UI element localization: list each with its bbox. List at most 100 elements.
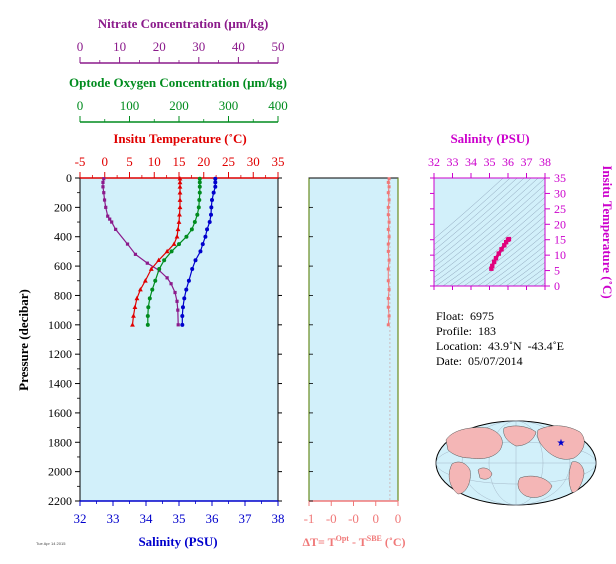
density-contour [435,196,545,286]
axis-tick-label: -5 [75,154,86,169]
data-point-salinity [213,176,218,181]
ts-xtick-label: 32 [428,155,440,169]
axis-tick-label: 200 [169,98,189,113]
axis-tick-label: 35 [272,154,285,169]
data-point-temperature [177,184,183,189]
float-info: Float: 6975 Profile: 183 Location: 43.9˚… [436,309,564,369]
data-point-oxygen [197,190,202,195]
ts-title: Salinity (PSU) [450,131,529,146]
data-point-salinity [203,234,208,239]
pressure-tick-label: 1800 [48,435,72,449]
temperature-axis: -5 0 5 10 15 20 25 30 35 [75,154,285,179]
density-contour [434,178,525,257]
density-contour [434,178,532,262]
profile-plot-area [79,177,279,502]
data-point-oxygen [153,278,158,283]
oxygen-axis: 0 100 200 300 400 [77,98,288,123]
footnote: Tue Apr 14 2015 [36,541,66,546]
ts-series [489,236,512,271]
axis-tick-label: 100 [120,98,140,113]
axis-tick-label: 37 [239,511,253,526]
data-point-nitrate [165,276,169,280]
axis-tick-label: 50 [272,39,285,54]
ts-ytick-label: 0 [554,279,560,293]
ts-xtick-label: 33 [447,155,459,169]
density-contour [477,233,545,286]
delta-t-tick-label: -0 [326,511,337,526]
data-point-nitrate [108,217,112,221]
data-point-nitrate [101,185,105,189]
delta-t-point [387,288,391,292]
pressure-tick-label: 1200 [48,347,72,361]
density-contour [512,261,545,286]
data-point-temperature [130,322,135,327]
temperature-axis-label: Insitu Temperature (˚C) [113,131,246,146]
delta-t-point [386,213,390,217]
axis-tick-label: 33 [107,511,120,526]
delta-t-label-sup1: Opt [336,534,350,543]
axis-tick-label: 32 [74,511,87,526]
delta-t-point [386,191,390,195]
delta-t-series [386,177,391,327]
data-point-salinity [200,242,205,247]
ts-xtick-label: 36 [502,155,514,169]
data-point-oxygen [195,212,200,217]
data-point-oxygen [197,180,202,185]
nitrate-axis-label: Nitrate Concentration (μm/kg) [98,16,269,31]
ts-ytick-label: 25 [554,202,566,216]
density-contour [463,221,545,286]
axis-tick-label: 30 [247,154,260,169]
pressure-tick-label: 2000 [48,465,72,479]
data-point-temperature [177,179,183,185]
axis-tick-label: 35 [173,511,186,526]
delta-t-point [386,296,390,300]
data-point-oxygen [197,176,202,181]
data-point-nitrate [176,308,180,312]
axis-tick-label: 15 [173,154,186,169]
data-point-temperature [148,266,154,271]
salinity-axis-label: Salinity (PSU) [138,534,217,549]
ts-ytick-label: 20 [554,217,566,231]
pressure-tick-label: 600 [54,259,72,273]
profile-number: Profile: 183 [436,324,496,338]
data-point-oxygen [197,198,202,203]
data-point-temperature [164,248,170,254]
density-contour [434,190,545,283]
data-point-salinity [186,278,191,283]
float-location: Location: 43.9˚N -43.4˚E [436,339,564,353]
data-point-temperature [177,204,183,210]
data-point-salinity [180,322,185,327]
delta-t-point [386,249,390,253]
data-point-salinity [213,184,218,189]
data-point-salinity [209,212,214,217]
data-point-temperature [142,278,148,283]
axis-tick-label: 0 [77,98,84,113]
data-point-temperature [175,226,181,232]
delta-t-point [386,227,390,231]
data-point-nitrate [169,282,173,286]
data-point-temperature [171,241,177,246]
ts-point [489,266,494,271]
data-point-nitrate [106,214,110,218]
data-point-salinity [180,314,185,319]
delta-t-label-prefix: ΔT= T [302,535,335,549]
delta-t-point [386,279,390,283]
delta-t-point [387,185,391,189]
pressure-tick-label: 1600 [48,406,72,420]
density-contour [434,178,511,245]
data-point-salinity [184,287,189,292]
data-point-nitrate [102,177,106,181]
data-point-temperature [177,190,183,195]
delta-t-point [387,314,391,318]
delta-t-point [386,267,390,271]
salinity-axis: 32 33 34 35 36 37 38 [74,500,285,526]
data-point-oxygen [169,249,174,254]
data-point-nitrate [114,227,118,231]
data-point-salinity [198,249,203,254]
density-contour [434,178,518,251]
data-point-nitrate [110,220,114,224]
density-contour [442,203,545,286]
delta-t-point [387,177,391,181]
ts-point [490,263,495,269]
ts-point [496,251,501,256]
